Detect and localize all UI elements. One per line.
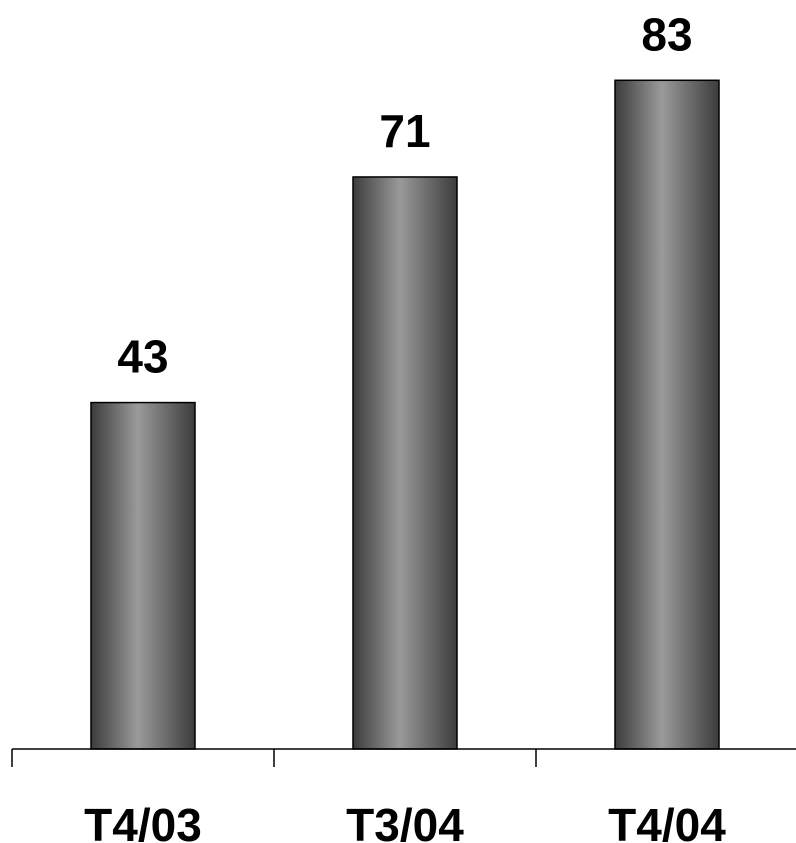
bars-group bbox=[90, 79, 720, 750]
value-labels-group: 43 71 83 bbox=[117, 8, 692, 382]
x-tick-label: T3/04 bbox=[346, 799, 464, 843]
bar bbox=[90, 401, 196, 750]
data-label: 71 bbox=[379, 105, 430, 157]
x-axis bbox=[11, 748, 796, 767]
x-tick-label: T4/04 bbox=[608, 799, 726, 843]
x-tick-label: T4/03 bbox=[84, 799, 202, 843]
bar bbox=[352, 176, 458, 750]
bar bbox=[614, 79, 720, 750]
data-label: 43 bbox=[117, 331, 168, 383]
data-label: 83 bbox=[641, 8, 692, 60]
category-labels-group: T4/03 T3/04 T4/04 bbox=[84, 799, 726, 843]
